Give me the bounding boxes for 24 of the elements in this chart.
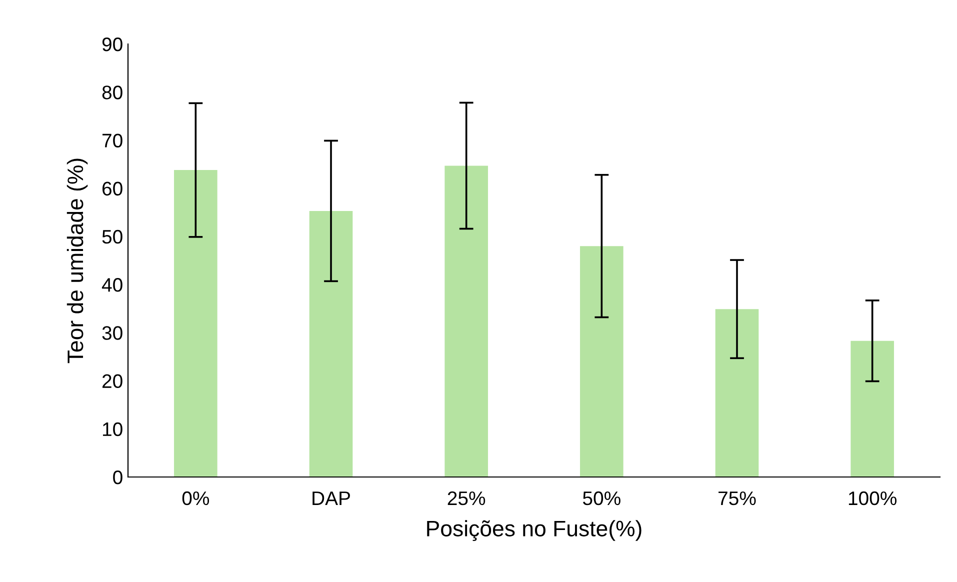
y-tick-label: 40 [102, 278, 122, 292]
bar [580, 246, 624, 477]
y-tick-label: 50 [102, 230, 122, 244]
x-tick-label: 25% [448, 491, 486, 506]
x-tick-label: 100% [848, 491, 897, 506]
y-tick-label: 90 [102, 37, 122, 52]
x-tick-label: 75% [718, 491, 756, 506]
bar [850, 340, 894, 477]
bar [715, 309, 759, 477]
x-axis-title: Posições no Fuste(%) [427, 520, 642, 541]
y-tick-label: 80 [102, 86, 122, 100]
y-tick-label: 70 [102, 134, 122, 148]
bar [309, 210, 353, 477]
x-tick-label: 0% [182, 491, 210, 506]
y-axis-title: Teor de umidade (%) [66, 158, 88, 364]
bar [444, 166, 488, 477]
x-tick-label: 50% [582, 491, 620, 506]
y-tick-label: 30 [102, 326, 122, 340]
x-tick-label: DAP [312, 492, 350, 505]
y-tick-label: 0 [113, 470, 122, 484]
y-tick-label: 10 [102, 422, 122, 436]
y-tick-label: 20 [102, 374, 122, 388]
y-tick-label: 60 [102, 182, 122, 196]
bar [174, 170, 218, 477]
